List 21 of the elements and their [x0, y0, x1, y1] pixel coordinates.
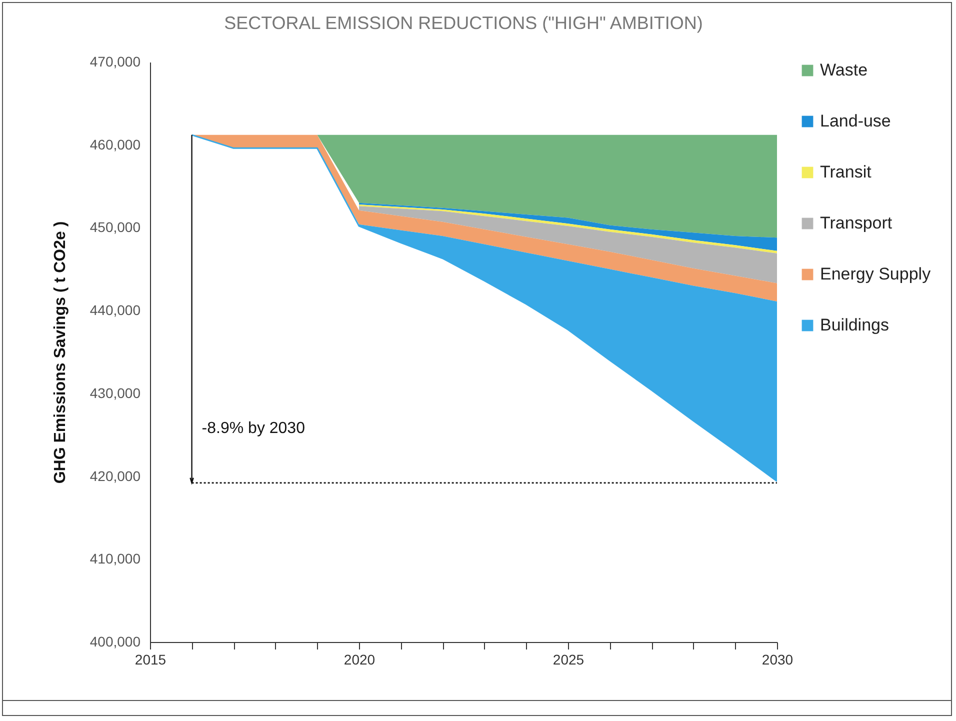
y-tick-label: 430,000 — [90, 384, 141, 401]
chart-title: SECTORAL EMISSION REDUCTIONS ("HIGH" AMBITION) — [224, 13, 703, 33]
legend-label: Buildings — [820, 316, 889, 334]
x-tick-label: 2030 — [762, 652, 794, 668]
y-tick-label: 440,000 — [90, 302, 141, 318]
y-tick-label: 410,000 — [90, 550, 141, 567]
legend-label: Transit — [820, 162, 872, 182]
legend-label: Waste — [820, 60, 868, 80]
y-tick-label: 400,000 — [90, 634, 141, 650]
legend-label: Energy Supply — [820, 264, 932, 284]
y-axis-title: GHG Emissions Savings ( t CO2e ) — [52, 221, 69, 484]
x-tick-label: 2020 — [344, 652, 376, 668]
y-tick-label: 420,000 — [90, 468, 141, 484]
y-tick-label: 450,000 — [90, 219, 141, 236]
annotation: -8.9% by 2030 — [202, 420, 306, 437]
legend-label: Transport — [820, 214, 892, 232]
x-tick-label: 2025 — [552, 652, 584, 668]
y-tick-label: 470,000 — [90, 54, 141, 70]
x-tick-label: 2015 — [134, 652, 166, 668]
legend-label: Land-use — [820, 112, 891, 130]
y-tick-label: 460,000 — [90, 136, 141, 152]
